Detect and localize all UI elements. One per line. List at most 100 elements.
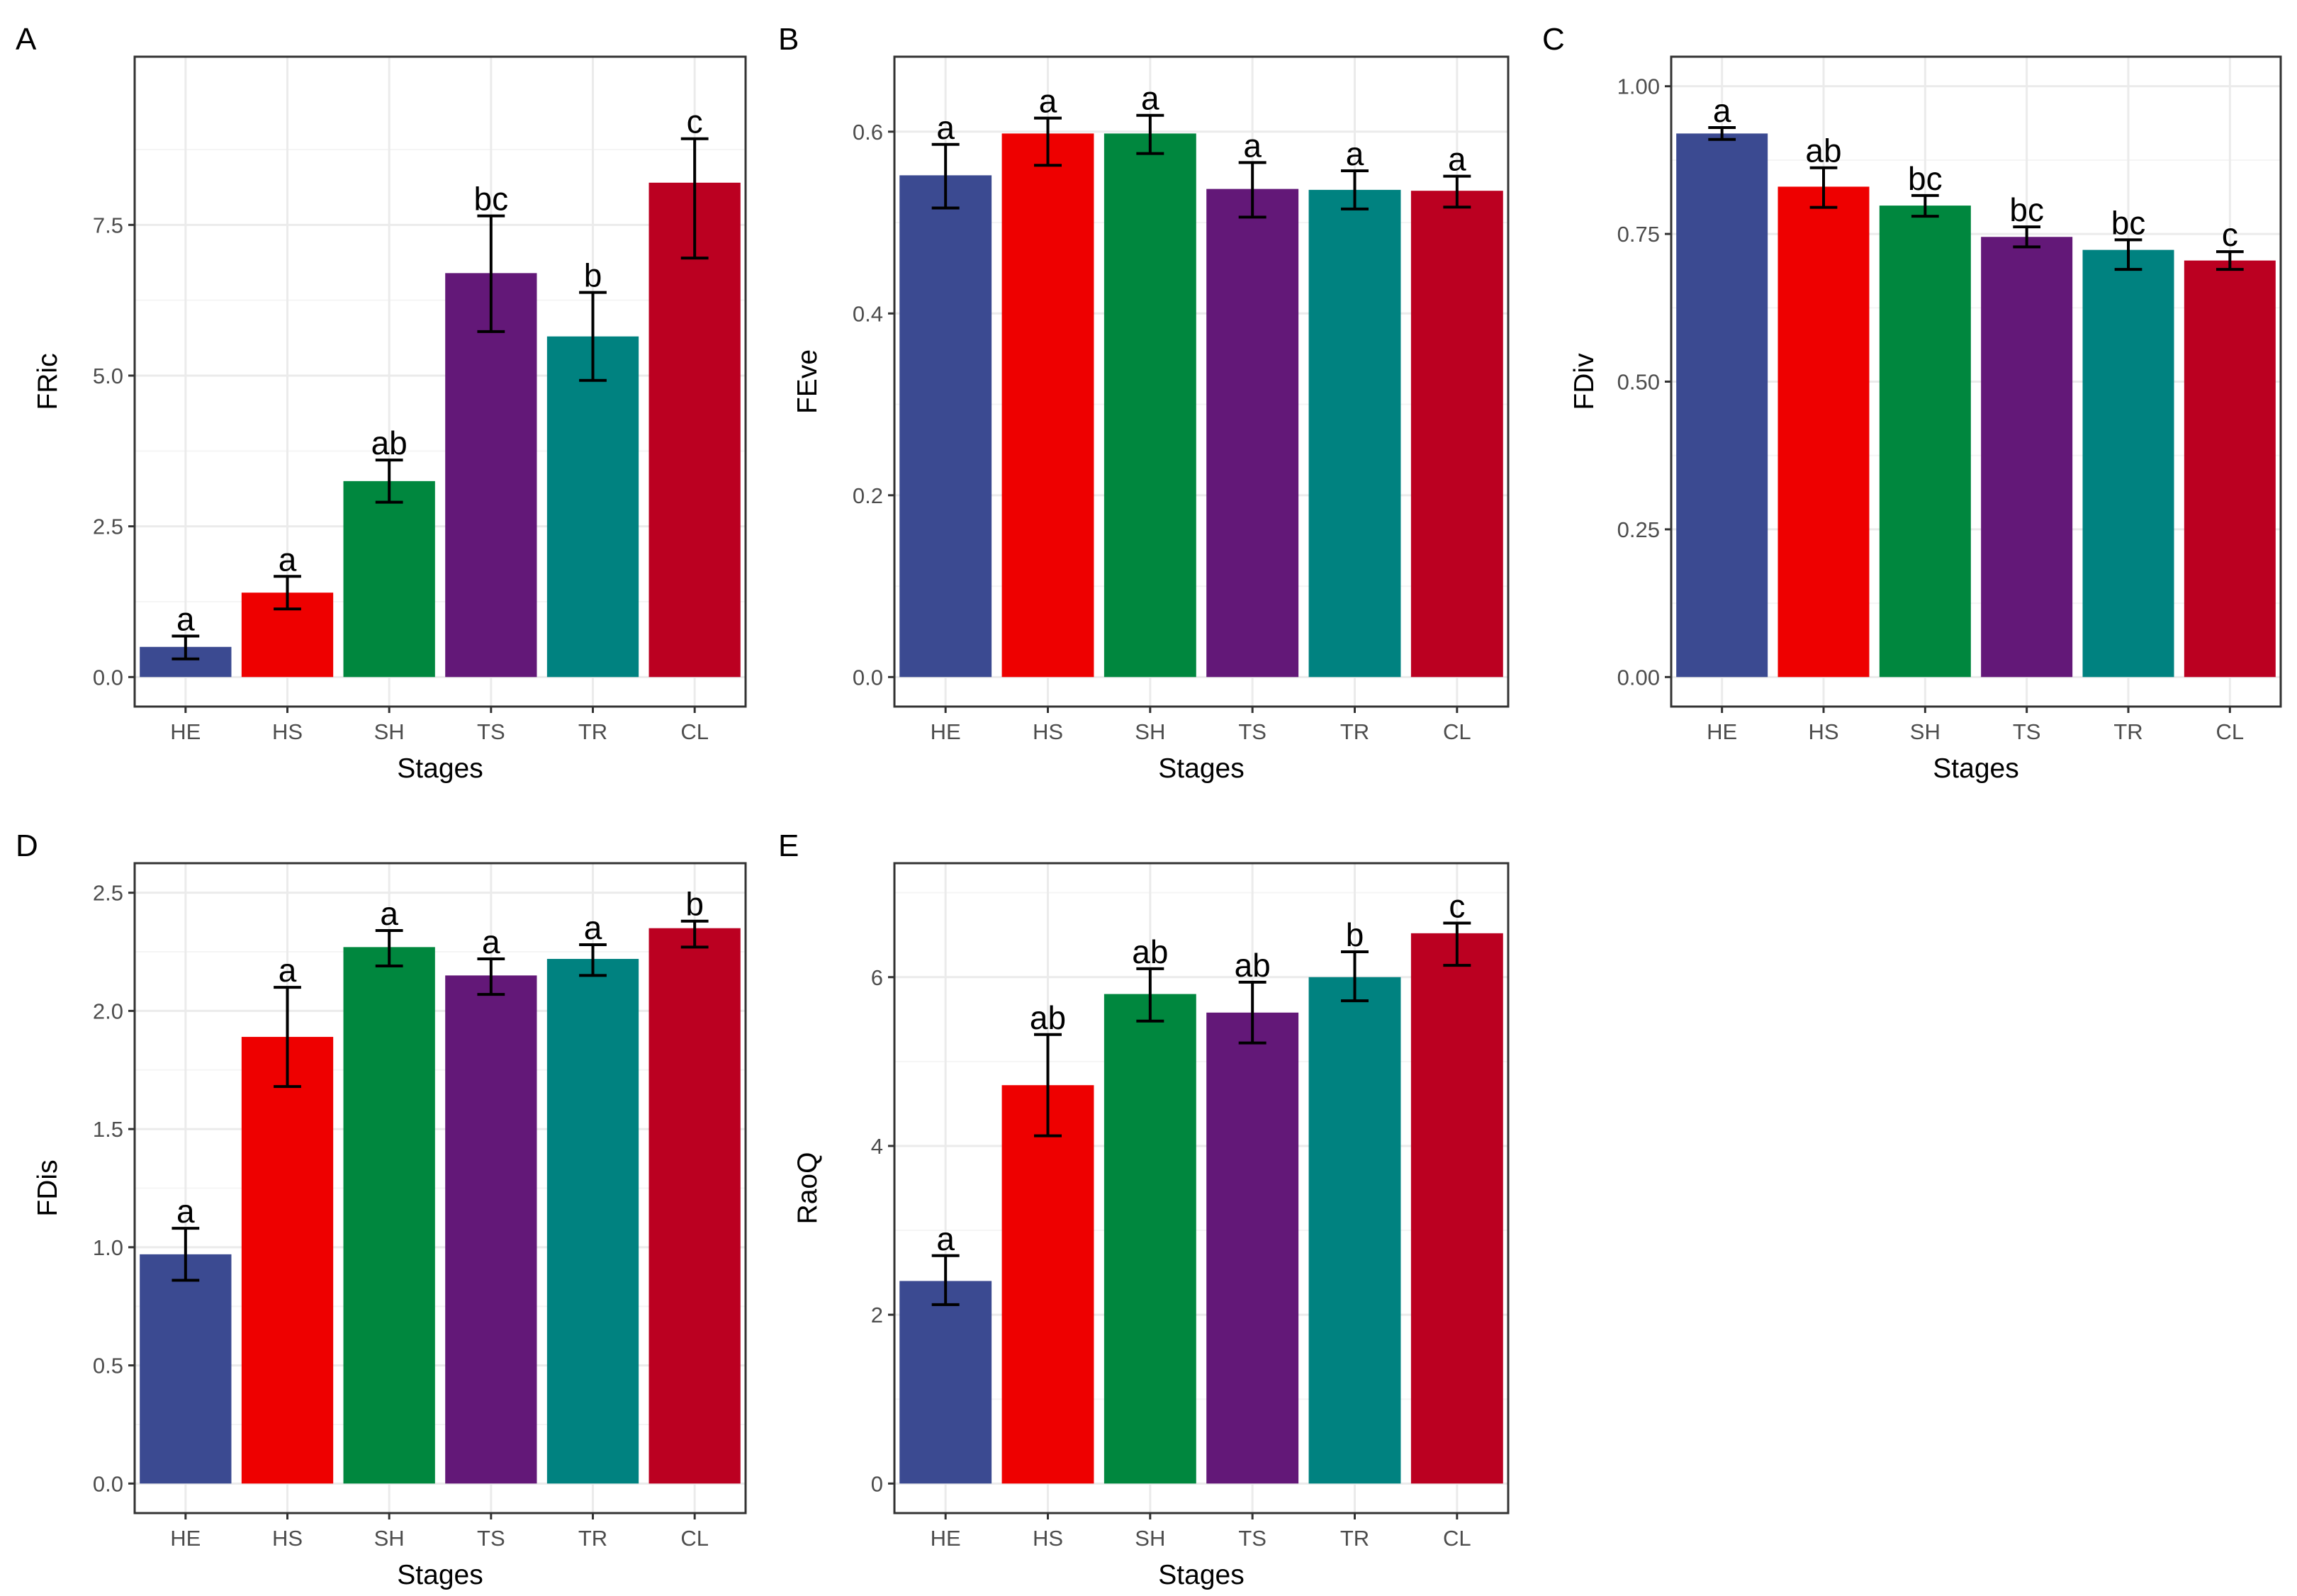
error-bar (477, 214, 505, 333)
error-bar (1443, 174, 1471, 209)
y-tick-label: 2.5 (93, 881, 123, 906)
error-bar (1238, 161, 1267, 219)
bar-ts (445, 273, 537, 678)
y-tick-label: 7.5 (93, 213, 123, 237)
y-tick-label: 4 (871, 1134, 883, 1159)
significance-label: ab (371, 425, 408, 461)
x-tick-label: HS (272, 1526, 303, 1551)
bar-tr (1308, 977, 1401, 1484)
significance-label: a (1346, 135, 1364, 172)
y-tick-label: 0.75 (1617, 222, 1660, 247)
y-tick-label: 2.0 (93, 999, 123, 1023)
significance-label: a (1713, 92, 1731, 129)
error-bar (1341, 169, 1369, 210)
error-bar (579, 291, 607, 382)
bar-cl (648, 928, 741, 1484)
significance-label: a (1243, 127, 1262, 164)
error-bar (375, 929, 403, 968)
error-bar (375, 459, 403, 504)
significance-label: bc (1908, 160, 1943, 197)
x-tick-label: HE (931, 719, 961, 744)
error-bar (579, 943, 607, 977)
bar-ts (445, 975, 537, 1484)
x-tick-label: SH (1910, 719, 1941, 744)
x-tick-label: HE (170, 719, 201, 744)
bar-hs (241, 1037, 334, 1484)
significance-label: c (687, 103, 703, 140)
x-tick-label: HE (931, 1526, 961, 1551)
error-bar (2215, 250, 2244, 271)
x-tick-label: TR (578, 719, 607, 744)
bar-hs (1001, 133, 1094, 678)
bar-cl (1410, 191, 1503, 678)
y-axis-title: FEve (792, 349, 823, 414)
bar-cl (648, 182, 741, 678)
error-bar (2114, 238, 2142, 271)
y-tick-label: 0.6 (853, 120, 883, 145)
panel-letter: B (778, 22, 799, 57)
y-tick-label: 0 (871, 1471, 883, 1496)
bar-cl (1410, 933, 1503, 1484)
significance-label: a (936, 109, 955, 146)
significance-label: a (1141, 80, 1159, 117)
significance-label: a (482, 923, 500, 960)
bar-tr (2082, 249, 2174, 678)
panel-background (894, 57, 1508, 707)
panel-c: Ca ab bc bc bc c 0.00 0.25 0.50 0.75 1.00 HE HS SH TS T… (1542, 22, 2282, 784)
significance-label: ab (1235, 947, 1271, 984)
y-tick-label: 0.50 (1617, 370, 1660, 395)
error-bar (1034, 116, 1062, 167)
error-bar (2013, 225, 2041, 249)
bar-sh (1103, 994, 1196, 1484)
panel-background (135, 57, 746, 707)
y-tick-label: 0.2 (853, 483, 883, 508)
x-tick-label: HS (272, 719, 303, 744)
y-tick-label: 0.5 (93, 1354, 123, 1378)
x-tick-label: HS (1808, 719, 1838, 744)
error-bar (931, 142, 960, 210)
bar-hs (1777, 186, 1870, 678)
y-tick-label: 0.0 (93, 665, 123, 690)
bar-he (140, 1254, 232, 1484)
x-tick-label: CL (1443, 1526, 1471, 1551)
y-tick-label: 1.5 (93, 1117, 123, 1142)
y-tick-label: 2.5 (93, 515, 123, 539)
significance-label: ab (1805, 133, 1841, 169)
bar-sh (343, 481, 435, 678)
significance-label: bc (2009, 191, 2044, 228)
significance-label: a (1448, 141, 1466, 178)
significance-label: a (380, 895, 398, 932)
error-bar (172, 1227, 200, 1282)
x-axis-title: Stages (1158, 753, 1244, 784)
significance-label: bc (474, 181, 509, 218)
significance-label: ab (1030, 999, 1066, 1036)
y-axis-title: FDis (33, 1159, 63, 1216)
y-tick-label: 2 (871, 1303, 883, 1327)
x-tick-label: CL (1443, 719, 1471, 744)
bar-ts (1981, 237, 2073, 678)
significance-label: a (176, 600, 195, 637)
x-tick-label: TR (2113, 719, 2142, 744)
significance-label: b (584, 257, 602, 294)
error-bar (274, 575, 301, 611)
significance-label: a (279, 541, 297, 578)
x-axis-title: Stages (397, 1560, 483, 1590)
significance-label: b (685, 886, 704, 923)
x-tick-label: SH (1135, 1526, 1165, 1551)
x-tick-label: HE (170, 1526, 201, 1551)
x-tick-label: TS (1238, 719, 1267, 744)
x-tick-label: TR (1340, 1526, 1369, 1551)
error-bar (1136, 967, 1164, 1023)
y-tick-label: 0.00 (1617, 665, 1660, 690)
y-tick-label: 6 (871, 965, 883, 990)
significance-label: bc (2111, 204, 2146, 241)
x-tick-label: SH (374, 1526, 405, 1551)
error-bar (1238, 980, 1267, 1045)
x-tick-label: TR (578, 1526, 607, 1551)
bar-tr (546, 336, 639, 678)
x-tick-label: CL (2216, 719, 2245, 744)
panel-border (893, 862, 1510, 1514)
panel-border (133, 55, 747, 708)
